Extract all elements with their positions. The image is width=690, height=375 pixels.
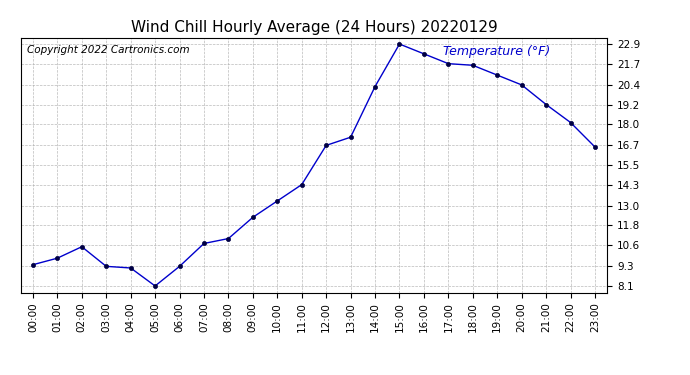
Title: Wind Chill Hourly Average (24 Hours) 20220129: Wind Chill Hourly Average (24 Hours) 202…	[130, 20, 497, 35]
Text: Copyright 2022 Cartronics.com: Copyright 2022 Cartronics.com	[26, 45, 189, 55]
Text: Temperature (°F): Temperature (°F)	[443, 45, 550, 58]
